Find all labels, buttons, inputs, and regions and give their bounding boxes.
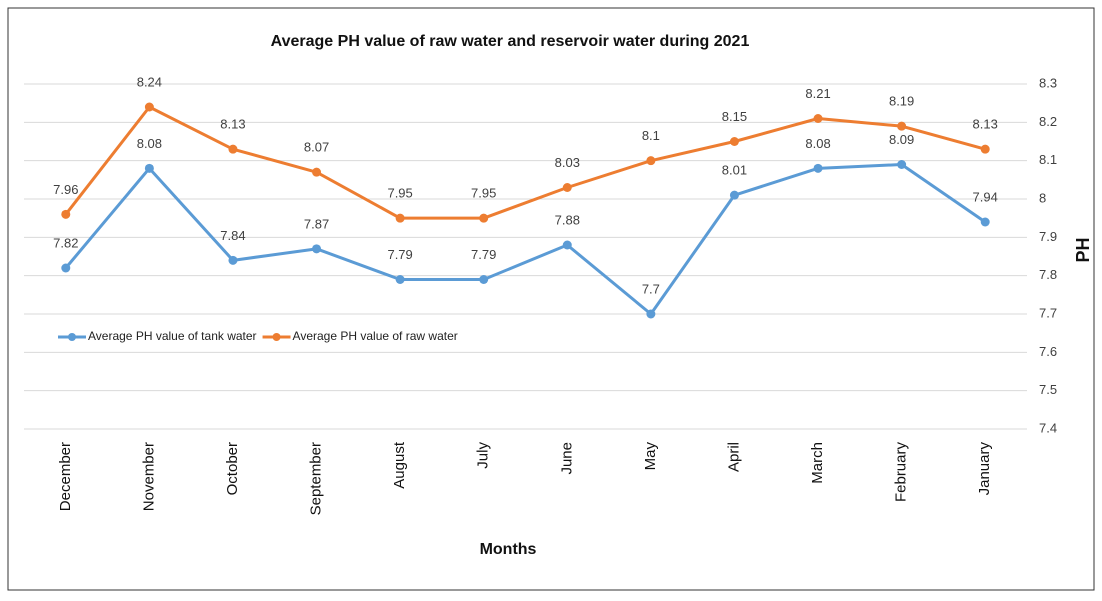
point <box>144 102 154 112</box>
legend-marker <box>68 333 76 341</box>
y-tick-label: 7.6 <box>1039 344 1057 359</box>
data-label: 8.21 <box>805 86 830 101</box>
y-tick-label: 7.5 <box>1039 382 1057 397</box>
data-label: 8.08 <box>137 136 162 151</box>
data-label: 8.1 <box>642 128 660 143</box>
x-tick-label: February <box>893 442 910 503</box>
point <box>813 114 823 123</box>
x-axis-label: Months <box>480 541 537 558</box>
legend-label: Average PH value of tank water <box>88 329 257 343</box>
point <box>479 275 489 284</box>
point <box>61 263 71 273</box>
y-tick-label: 8.1 <box>1039 152 1057 167</box>
x-tick-label: July <box>475 442 492 469</box>
chart-border <box>7 7 1095 591</box>
x-tick-label: August <box>391 441 408 489</box>
point <box>897 121 907 131</box>
point <box>646 156 656 166</box>
x-tick-label: May <box>642 442 659 471</box>
point <box>729 190 739 200</box>
point <box>646 309 656 319</box>
y-tick-label: 7.7 <box>1039 305 1057 320</box>
data-label: 8.07 <box>304 140 329 155</box>
point <box>479 213 489 223</box>
point <box>395 213 405 223</box>
x-tick-label: December <box>57 442 74 511</box>
point <box>312 244 322 254</box>
x-tick-label: September <box>308 442 325 515</box>
data-label: 7.95 <box>387 186 412 201</box>
x-tick-label: January <box>976 442 993 496</box>
data-label: 8.24 <box>137 74 162 89</box>
data-label: 7.88 <box>555 212 580 227</box>
y-tick-label: 7.9 <box>1039 229 1057 244</box>
data-label: 7.96 <box>53 182 78 197</box>
data-label: 7.84 <box>220 228 245 243</box>
data-label: 7.79 <box>387 247 412 262</box>
x-tick-label: March <box>809 442 826 484</box>
point <box>813 163 823 173</box>
y-axis-label: PH <box>1073 237 1093 262</box>
data-label: 8.13 <box>973 117 998 132</box>
point <box>312 167 322 177</box>
y-tick-label: 7.8 <box>1039 267 1057 282</box>
point <box>395 275 405 284</box>
point <box>562 240 572 250</box>
line <box>64 105 986 220</box>
point <box>562 183 572 192</box>
data-label: 7.87 <box>304 216 329 231</box>
y-tick-label: 8.2 <box>1039 114 1057 129</box>
data-label: 8.01 <box>722 163 747 178</box>
data-label: 8.13 <box>220 117 245 132</box>
point <box>980 217 990 227</box>
chart-title: Average PH value of raw water and reserv… <box>271 33 750 50</box>
point <box>729 137 739 146</box>
point <box>144 163 154 173</box>
data-label: 8.19 <box>889 94 914 109</box>
legend-label: Average PH value of raw water <box>293 329 458 343</box>
x-tick-label: April <box>725 442 742 472</box>
point <box>228 144 238 154</box>
point <box>228 255 238 265</box>
line <box>64 163 987 316</box>
data-label: 8.08 <box>805 136 830 151</box>
data-label: 7.7 <box>642 281 660 296</box>
legend-marker <box>272 333 281 341</box>
data-label: 7.95 <box>471 186 496 201</box>
x-tick-label: June <box>558 442 575 475</box>
point <box>980 144 990 154</box>
y-tick-label: 8 <box>1039 190 1046 205</box>
data-label: 7.79 <box>471 247 496 262</box>
data-label: 8.03 <box>555 155 580 170</box>
data-label: 7.94 <box>973 189 998 204</box>
point <box>61 209 71 219</box>
data-label: 8.09 <box>889 132 914 147</box>
data-label: 7.82 <box>53 235 78 250</box>
point <box>897 160 907 169</box>
y-tick-label: 7.4 <box>1039 420 1057 435</box>
data-label: 8.15 <box>722 109 747 124</box>
y-tick-label: 8.3 <box>1039 75 1057 90</box>
x-tick-label: November <box>140 442 157 511</box>
x-tick-label: October <box>224 442 241 495</box>
